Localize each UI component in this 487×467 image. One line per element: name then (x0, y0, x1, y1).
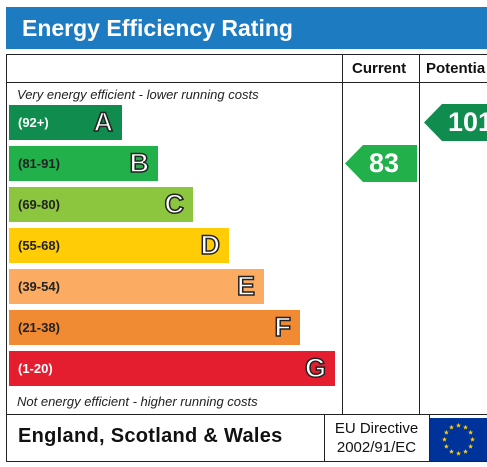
band-letter: C (164, 188, 185, 220)
chart-title: Energy Efficiency Rating (22, 15, 293, 41)
eu-directive-number: 2002/91/EC (336, 439, 417, 456)
band-letter: B (129, 147, 150, 179)
eu-star (443, 443, 449, 449)
header-divider (6, 82, 487, 83)
band-range-label: (81-91) (18, 156, 60, 171)
band-g: (1-20) G (9, 351, 335, 386)
eu-flag-icon (430, 418, 487, 461)
current-column-header: Current (352, 60, 407, 77)
band-c: (69-80) C (9, 187, 193, 222)
current-column-divider (342, 54, 343, 414)
eu-star (443, 429, 449, 435)
footer-divider (6, 414, 487, 415)
eu-directive-label: EU Directive (334, 420, 419, 437)
eu-star (449, 424, 454, 430)
band-f: (21-38) F (9, 310, 300, 345)
eu-star (456, 450, 461, 456)
band-a: (92+) A (9, 105, 122, 140)
eu-star (463, 424, 468, 430)
current-rating-value: 83 (369, 148, 400, 178)
current-rating-arrow: 83 (345, 145, 417, 182)
top-note: Very energy efficient - lower running co… (17, 87, 259, 102)
eu-star (470, 436, 475, 442)
eu-star (449, 449, 454, 454)
title-bar: Energy Efficiency Rating (6, 7, 487, 49)
band-letter: D (200, 229, 221, 261)
eu-star (442, 436, 447, 442)
band-letter: G (304, 352, 327, 384)
potential-rating-value: 101 (448, 107, 487, 137)
eu-star (456, 422, 461, 428)
band-range-label: (39-54) (18, 279, 60, 294)
potential-column-header: Potentia (426, 60, 486, 77)
band-e: (39-54) E (9, 269, 264, 304)
bottom-note: Not energy efficient - higher running co… (17, 394, 258, 409)
rating-frame (6, 54, 487, 462)
footer-country: England, Scotland & Wales (18, 425, 283, 447)
footer-divider-left (324, 414, 325, 462)
footer-divider-right (429, 414, 430, 462)
potential-column-divider (419, 54, 420, 414)
band-letter: A (93, 106, 114, 138)
band-range-label: (92+) (18, 115, 49, 130)
band-range-label: (1-20) (18, 361, 53, 376)
band-d: (55-68) D (9, 228, 229, 263)
eu-star (468, 443, 474, 449)
band-letter: F (274, 311, 292, 343)
band-range-label: (21-38) (18, 320, 60, 335)
band-range-label: (69-80) (18, 197, 60, 212)
eu-star (468, 429, 474, 435)
band-letter: E (236, 270, 256, 302)
eu-star (463, 449, 468, 454)
band-range-label: (55-68) (18, 238, 60, 253)
band-b: (81-91) B (9, 146, 158, 181)
